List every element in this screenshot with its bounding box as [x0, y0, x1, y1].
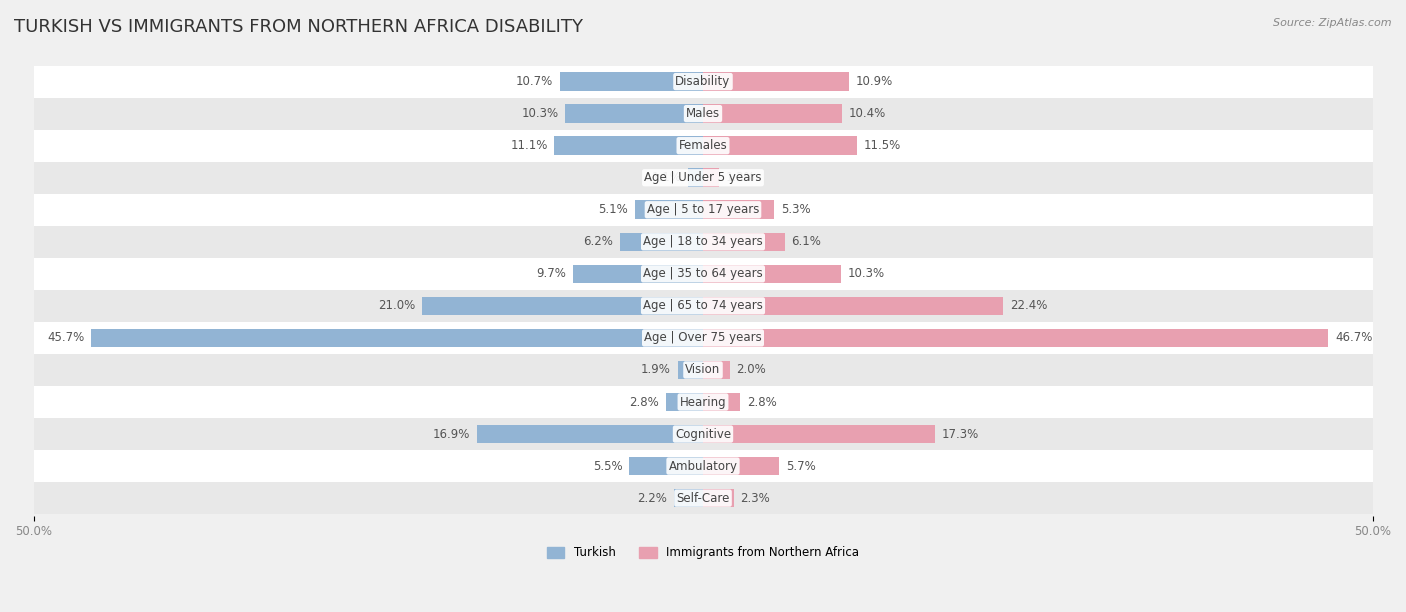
Text: Females: Females [679, 139, 727, 152]
Bar [703, 201, 773, 219]
Text: 5.1%: 5.1% [599, 203, 628, 216]
Text: 2.2%: 2.2% [637, 491, 666, 505]
Text: 45.7%: 45.7% [48, 332, 84, 345]
Bar [34, 65, 1372, 97]
Text: 1.2%: 1.2% [725, 171, 755, 184]
Text: Males: Males [686, 107, 720, 120]
Bar [34, 258, 1372, 290]
Text: 2.8%: 2.8% [628, 395, 659, 408]
Bar [34, 418, 1372, 450]
Bar [703, 393, 741, 411]
Bar [422, 297, 703, 315]
Bar [703, 104, 842, 123]
Bar [34, 97, 1372, 130]
Text: 10.3%: 10.3% [522, 107, 558, 120]
Bar [665, 393, 703, 411]
Bar [574, 264, 703, 283]
Bar [554, 136, 703, 155]
Bar [689, 168, 703, 187]
Text: 10.9%: 10.9% [856, 75, 893, 88]
Bar [703, 168, 718, 187]
Bar [703, 489, 734, 507]
Text: Age | 65 to 74 years: Age | 65 to 74 years [643, 299, 763, 312]
Bar [34, 226, 1372, 258]
Bar [34, 354, 1372, 386]
Text: Vision: Vision [685, 364, 721, 376]
Bar [34, 386, 1372, 418]
Bar [673, 489, 703, 507]
Text: Age | Over 75 years: Age | Over 75 years [644, 332, 762, 345]
Text: 6.2%: 6.2% [583, 235, 613, 248]
Bar [703, 233, 785, 251]
Legend: Turkish, Immigrants from Northern Africa: Turkish, Immigrants from Northern Africa [541, 542, 865, 564]
Text: Self-Care: Self-Care [676, 491, 730, 505]
Text: 17.3%: 17.3% [942, 428, 979, 441]
Bar [703, 264, 841, 283]
Text: 46.7%: 46.7% [1336, 332, 1372, 345]
Text: 10.4%: 10.4% [849, 107, 886, 120]
Text: Age | 35 to 64 years: Age | 35 to 64 years [643, 267, 763, 280]
Bar [34, 162, 1372, 194]
Bar [703, 329, 1329, 347]
Bar [630, 457, 703, 476]
Text: Age | Under 5 years: Age | Under 5 years [644, 171, 762, 184]
Bar [34, 322, 1372, 354]
Text: Ambulatory: Ambulatory [668, 460, 738, 472]
Text: 11.1%: 11.1% [510, 139, 548, 152]
Text: 11.5%: 11.5% [863, 139, 901, 152]
Text: TURKISH VS IMMIGRANTS FROM NORTHERN AFRICA DISABILITY: TURKISH VS IMMIGRANTS FROM NORTHERN AFRI… [14, 18, 583, 36]
Text: 2.0%: 2.0% [737, 364, 766, 376]
Bar [703, 360, 730, 379]
Bar [477, 425, 703, 443]
Text: 5.7%: 5.7% [786, 460, 815, 472]
Text: 10.7%: 10.7% [516, 75, 553, 88]
Text: 9.7%: 9.7% [537, 267, 567, 280]
Text: 1.9%: 1.9% [641, 364, 671, 376]
Text: 2.8%: 2.8% [747, 395, 778, 408]
Bar [703, 136, 858, 155]
Bar [703, 425, 935, 443]
Text: 16.9%: 16.9% [433, 428, 470, 441]
Text: 2.3%: 2.3% [741, 491, 770, 505]
Text: Age | 5 to 17 years: Age | 5 to 17 years [647, 203, 759, 216]
Bar [703, 72, 849, 91]
Text: 5.5%: 5.5% [593, 460, 623, 472]
Text: 5.3%: 5.3% [780, 203, 810, 216]
Bar [91, 329, 703, 347]
Bar [703, 297, 1002, 315]
Text: 1.1%: 1.1% [652, 171, 682, 184]
Text: Source: ZipAtlas.com: Source: ZipAtlas.com [1274, 18, 1392, 28]
Text: 21.0%: 21.0% [378, 299, 415, 312]
Bar [620, 233, 703, 251]
Text: 6.1%: 6.1% [792, 235, 821, 248]
Text: 10.3%: 10.3% [848, 267, 884, 280]
Bar [34, 130, 1372, 162]
Text: 22.4%: 22.4% [1010, 299, 1047, 312]
Bar [678, 360, 703, 379]
Bar [34, 450, 1372, 482]
Bar [703, 457, 779, 476]
Text: Hearing: Hearing [679, 395, 727, 408]
Text: Disability: Disability [675, 75, 731, 88]
Bar [34, 194, 1372, 226]
Text: Age | 18 to 34 years: Age | 18 to 34 years [643, 235, 763, 248]
Bar [565, 104, 703, 123]
Bar [634, 201, 703, 219]
Bar [34, 290, 1372, 322]
Bar [560, 72, 703, 91]
Bar [34, 482, 1372, 514]
Text: Cognitive: Cognitive [675, 428, 731, 441]
